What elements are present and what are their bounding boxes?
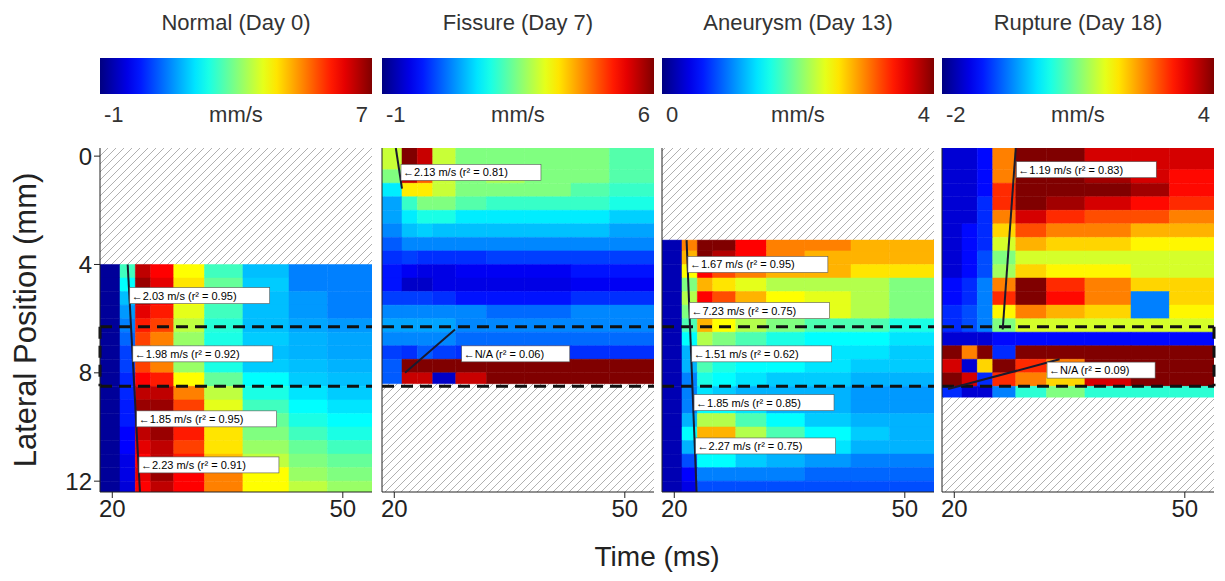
svg-text:mm/s: mm/s [1051,102,1105,127]
svg-text:mm/s: mm/s [771,102,825,127]
svg-text:mm/s: mm/s [491,102,545,127]
svg-text:←N/A (r² = 0.09): ←N/A (r² = 0.09) [1049,364,1129,376]
svg-text:50: 50 [1171,495,1198,522]
svg-text:20: 20 [661,495,688,522]
svg-text:50: 50 [329,495,356,522]
svg-text:←2.27 m/s (r² = 0.75): ←2.27 m/s (r² = 0.75) [698,440,803,452]
svg-text:Fissure (Day 7): Fissure (Day 7) [443,10,593,35]
svg-text:←7.23 m/s (r² = 0.75): ←7.23 m/s (r² = 0.75) [691,305,796,317]
svg-text:Aneurysm (Day 13): Aneurysm (Day 13) [703,10,893,35]
svg-text:←2.13 m/s (r² = 0.81): ←2.13 m/s (r² = 0.81) [403,166,508,178]
svg-text:50: 50 [891,495,918,522]
svg-text:←1.85 m/s (r² = 0.95): ←1.85 m/s (r² = 0.95) [139,413,244,425]
svg-text:←1.19 m/s (r² = 0.83): ←1.19 m/s (r² = 0.83) [1018,164,1123,176]
svg-text:←1.51 m/s (r² = 0.62): ←1.51 m/s (r² = 0.62) [694,348,799,360]
svg-text:7: 7 [356,102,368,127]
svg-text:20: 20 [941,495,968,522]
svg-text:20: 20 [381,495,408,522]
svg-text:Rupture (Day 18): Rupture (Day 18) [994,10,1163,35]
svg-text:12: 12 [65,468,92,495]
svg-text:6: 6 [638,102,650,127]
svg-text:0: 0 [666,102,678,127]
svg-text:4: 4 [79,251,92,278]
svg-text:8: 8 [79,359,92,386]
svg-text:4: 4 [1198,102,1210,127]
svg-text:Time (ms): Time (ms) [595,541,720,572]
svg-text:Lateral Position (mm): Lateral Position (mm) [8,173,43,468]
svg-text:←2.03 m/s (r² = 0.95): ←2.03 m/s (r² = 0.95) [132,290,237,302]
svg-text:20: 20 [99,495,126,522]
svg-text:←2.23 m/s (r² = 0.91): ←2.23 m/s (r² = 0.91) [141,459,246,471]
svg-text:←N/A (r² = 0.06): ←N/A (r² = 0.06) [464,348,544,360]
svg-text:4: 4 [918,102,930,127]
svg-text:-2: -2 [946,102,966,127]
svg-text:←1.85 m/s (r² = 0.85): ←1.85 m/s (r² = 0.85) [696,397,801,409]
svg-text:0: 0 [79,143,92,170]
svg-text:←1.98 m/s (r² = 0.92): ←1.98 m/s (r² = 0.92) [135,348,240,360]
svg-text:mm/s: mm/s [209,102,263,127]
svg-text:-1: -1 [386,102,406,127]
svg-text:-1: -1 [104,102,124,127]
svg-text:50: 50 [611,495,638,522]
svg-text:←1.67 m/s (r² = 0.95): ←1.67 m/s (r² = 0.95) [690,258,795,270]
svg-text:Normal (Day 0): Normal (Day 0) [161,10,310,35]
